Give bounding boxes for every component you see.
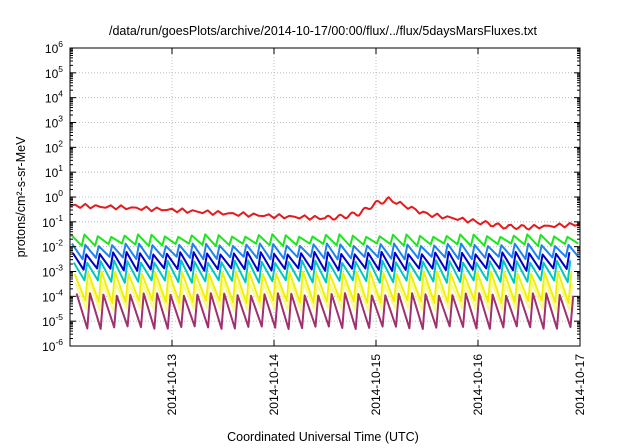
- series-layer: [69, 196, 581, 330]
- chart-title: /data/run/goesPlots/archive/2014-10-17/0…: [109, 24, 538, 38]
- x-tick-label: 2014-10-16: [471, 354, 485, 416]
- series-line-4: [71, 250, 571, 272]
- y-axis: 10-6 10-5 10-4 10-3 10-2 10-1 100 101 102 103 104 1…: [42, 39, 580, 354]
- x-axis-label: Coordinated Universal Time (UTC): [227, 430, 419, 444]
- series-line-2: [70, 233, 579, 248]
- y-tick-label: 10-6: [42, 337, 63, 354]
- series-line-5: [72, 259, 572, 284]
- x-axis: 2014-10-13 2014-10-14 2014-10-15 2014-10-16…: [165, 48, 587, 415]
- x-tick-label: 2014-10-17: [573, 354, 587, 416]
- y-tick-label: 106: [45, 39, 63, 56]
- y-tick-label: 10-3: [42, 263, 63, 280]
- series-line-3: [71, 242, 580, 261]
- series-line-7: [74, 280, 574, 312]
- x-tick-label: 2014-10-15: [369, 354, 383, 416]
- y-tick-label: 105: [45, 64, 63, 81]
- y-tick-label: 10-4: [42, 287, 63, 304]
- y-tick-label: 104: [45, 89, 63, 106]
- y-tick-label: 101: [45, 163, 63, 180]
- y-tick-label: 102: [45, 138, 63, 155]
- series-line-6: [73, 270, 573, 305]
- series-line-1: [69, 196, 581, 231]
- y-tick-label: 10-2: [42, 238, 63, 255]
- x-tick-label: 2014-10-13: [165, 354, 179, 416]
- y-tick-label: 100: [45, 188, 63, 205]
- y-tick-label: 103: [45, 114, 63, 131]
- x-tick-label: 2014-10-14: [267, 354, 281, 416]
- y-tick-label: 10-5: [42, 312, 63, 329]
- series-line-8: [75, 292, 575, 330]
- y-axis-label: protons/cm²-s-sr-MeV: [14, 136, 28, 258]
- y-tick-label: 10-1: [42, 213, 63, 230]
